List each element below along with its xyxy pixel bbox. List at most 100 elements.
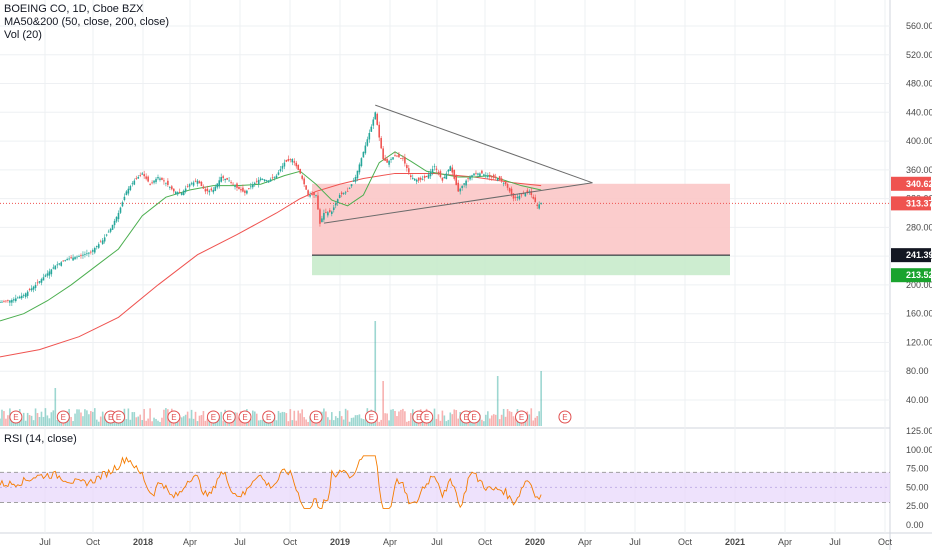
volume-bar — [94, 408, 96, 426]
candle-body — [20, 295, 23, 299]
candle-body — [99, 241, 102, 243]
candle-body — [220, 177, 222, 182]
volume-bar — [334, 416, 337, 426]
candle-body — [167, 180, 169, 185]
candle-body — [208, 190, 211, 193]
volume-bar — [455, 410, 458, 426]
volume-bar — [410, 413, 412, 426]
candle-body — [313, 192, 315, 196]
candle-body — [105, 234, 108, 236]
candle-body — [271, 177, 274, 179]
volume-bar — [528, 414, 531, 426]
volume-bar — [198, 415, 201, 426]
volume-bar — [277, 410, 280, 426]
candle-body — [86, 253, 88, 255]
candle-body — [467, 178, 469, 180]
volume-bar — [30, 415, 33, 426]
earnings-marker — [238, 410, 252, 424]
candle-body — [360, 158, 363, 166]
candle-body — [133, 180, 136, 185]
trendline — [375, 104, 593, 184]
candle-body — [487, 176, 489, 177]
volume-bar — [143, 409, 145, 426]
candle-body — [214, 186, 217, 191]
candle-body — [117, 213, 120, 220]
candle-body — [238, 186, 240, 190]
candle-body — [72, 257, 74, 261]
volume-bar — [44, 408, 47, 426]
volume-bar — [295, 420, 298, 426]
earnings-label: E — [266, 413, 271, 422]
candle-body — [204, 189, 207, 192]
volume-bar — [54, 388, 57, 426]
candle-body — [9, 300, 11, 303]
volume-bar — [331, 412, 333, 426]
candle-body — [500, 178, 503, 182]
volume-bar — [536, 416, 538, 426]
candle-body — [364, 145, 367, 154]
ma-legend[interactable]: MA50&200 (50, close, 200, close) — [4, 16, 170, 28]
time-tick-label: 2018 — [133, 537, 153, 547]
volume-bar — [485, 414, 487, 426]
candle-body — [526, 190, 529, 193]
candle-body — [287, 159, 290, 161]
volume-bar — [38, 416, 41, 426]
candle-body — [498, 176, 501, 180]
volume-bar — [115, 421, 118, 426]
candle-body — [121, 202, 124, 207]
volume-bar — [157, 420, 159, 426]
volume-bar — [303, 417, 305, 426]
volume-bar — [190, 409, 193, 426]
time-tick-label: Apr — [183, 537, 197, 547]
volume-bar — [384, 413, 386, 426]
candle-body — [396, 155, 398, 157]
candle-body — [182, 190, 185, 196]
volume-bar — [182, 416, 185, 426]
earnings-label: E — [116, 413, 121, 422]
candle-body — [44, 275, 47, 277]
candle-body — [514, 196, 517, 198]
candle-body — [376, 113, 379, 125]
earnings-marker — [56, 410, 70, 424]
volume-bar — [283, 412, 286, 426]
volume-bar — [346, 410, 349, 426]
candle-body — [216, 183, 219, 188]
candle-body — [109, 228, 112, 232]
candle-body — [36, 282, 39, 284]
candle-body — [417, 177, 420, 181]
candle-body — [388, 160, 390, 165]
volume-bar — [155, 418, 157, 426]
volume-bar — [487, 411, 489, 426]
volume-bar — [133, 412, 136, 426]
volume-bar — [127, 408, 130, 426]
price-tick-label: 400.00 — [906, 136, 932, 146]
volume-bar — [506, 409, 509, 426]
candle-body — [455, 176, 458, 186]
candle-body — [263, 179, 266, 182]
candle-body — [16, 297, 19, 299]
candle-body — [489, 174, 491, 178]
volume-bar — [449, 412, 452, 426]
candle-body — [502, 182, 505, 184]
symbol-legend[interactable]: BOEING CO, 1D, Cboe BZX — [4, 3, 144, 15]
volume-bar — [500, 414, 503, 426]
candle-body — [350, 184, 353, 187]
price-tick-label: 200.00 — [906, 280, 932, 290]
candle-body — [433, 166, 436, 168]
time-tick-label: Apr — [778, 537, 792, 547]
volume-bar — [481, 419, 483, 426]
volume-bar — [374, 321, 377, 426]
candle-body — [13, 299, 15, 301]
candle-body — [178, 191, 181, 193]
candle-body — [356, 170, 359, 179]
rsi-tick-label: 100.00 — [906, 445, 932, 455]
earnings-label: E — [416, 413, 421, 422]
volume-bar — [95, 419, 98, 426]
volume-legend[interactable]: Vol (20) — [4, 29, 42, 41]
candle-body — [131, 183, 134, 185]
volume-bar — [443, 415, 446, 426]
volume-bar — [512, 416, 515, 426]
rsi-legend[interactable]: RSI (14, close) — [4, 433, 77, 445]
volume-bar — [340, 416, 343, 426]
